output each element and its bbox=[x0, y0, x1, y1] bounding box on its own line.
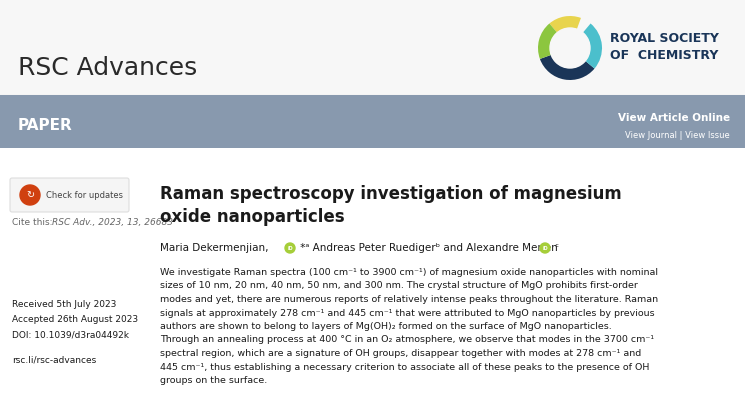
Text: signals at approximately 278 cm⁻¹ and 445 cm⁻¹ that were attributed to MgO nanop: signals at approximately 278 cm⁻¹ and 44… bbox=[160, 308, 655, 318]
Text: Through an annealing process at 400 °C in an O₂ atmosphere, we observe that mode: Through an annealing process at 400 °C i… bbox=[160, 336, 654, 344]
Text: rsc.li/rsc-advances: rsc.li/rsc-advances bbox=[12, 355, 96, 365]
Text: Received 5th July 2023
Accepted 26th August 2023: Received 5th July 2023 Accepted 26th Aug… bbox=[12, 300, 138, 323]
FancyBboxPatch shape bbox=[10, 178, 129, 212]
Text: DOI: 10.1039/d3ra04492k: DOI: 10.1039/d3ra04492k bbox=[12, 331, 129, 339]
Wedge shape bbox=[538, 23, 557, 59]
Text: spectral region, which are a signature of OH groups, disappear together with mod: spectral region, which are a signature o… bbox=[160, 349, 641, 358]
Text: groups on the surface.: groups on the surface. bbox=[160, 376, 267, 385]
Text: 445 cm⁻¹, thus establishing a necessary criterion to associate all of these peak: 445 cm⁻¹, thus establishing a necessary … bbox=[160, 362, 650, 372]
Wedge shape bbox=[549, 16, 581, 33]
FancyBboxPatch shape bbox=[0, 95, 745, 148]
Circle shape bbox=[285, 243, 295, 253]
Text: *ᵃ Andreas Peter Ruedigerᵇ and Alexandre Merlen: *ᵃ Andreas Peter Ruedigerᵇ and Alexandre… bbox=[297, 243, 558, 253]
Circle shape bbox=[540, 243, 550, 253]
Text: OF  CHEMISTRY: OF CHEMISTRY bbox=[610, 49, 718, 62]
Text: iD: iD bbox=[287, 246, 293, 251]
Text: modes and yet, there are numerous reports of relatively intense peaks throughout: modes and yet, there are numerous report… bbox=[160, 295, 658, 304]
Text: RSC Advances: RSC Advances bbox=[18, 56, 197, 80]
Text: ᶜ: ᶜ bbox=[552, 243, 559, 253]
Text: View Article Online: View Article Online bbox=[618, 113, 730, 123]
Wedge shape bbox=[540, 55, 595, 80]
Text: We investigate Raman spectra (100 cm⁻¹ to 3900 cm⁻¹) of magnesium oxide nanopart: We investigate Raman spectra (100 cm⁻¹ t… bbox=[160, 268, 658, 277]
Wedge shape bbox=[583, 23, 602, 69]
Text: Check for updates: Check for updates bbox=[46, 191, 124, 199]
FancyBboxPatch shape bbox=[0, 0, 745, 95]
Text: authors are shown to belong to layers of Mg(OH)₂ formed on the surface of MgO na: authors are shown to belong to layers of… bbox=[160, 322, 612, 331]
Text: iD: iD bbox=[542, 246, 548, 251]
Text: ↻: ↻ bbox=[26, 190, 34, 200]
Text: Maria Dekermenjian,: Maria Dekermenjian, bbox=[160, 243, 268, 253]
Text: ROYAL SOCIETY: ROYAL SOCIETY bbox=[610, 31, 719, 44]
Text: Raman spectroscopy investigation of magnesium
oxide nanoparticles: Raman spectroscopy investigation of magn… bbox=[160, 185, 622, 226]
Text: PAPER: PAPER bbox=[18, 117, 73, 132]
Circle shape bbox=[550, 28, 590, 68]
Text: Cite this:: Cite this: bbox=[12, 217, 52, 227]
Text: RSC Adv., 2023, 13, 26683: RSC Adv., 2023, 13, 26683 bbox=[52, 217, 173, 227]
Text: View Journal | View Issue: View Journal | View Issue bbox=[625, 130, 730, 140]
Circle shape bbox=[20, 185, 40, 205]
Text: sizes of 10 nm, 20 nm, 40 nm, 50 nm, and 300 nm. The crystal structure of MgO pr: sizes of 10 nm, 20 nm, 40 nm, 50 nm, and… bbox=[160, 282, 638, 290]
